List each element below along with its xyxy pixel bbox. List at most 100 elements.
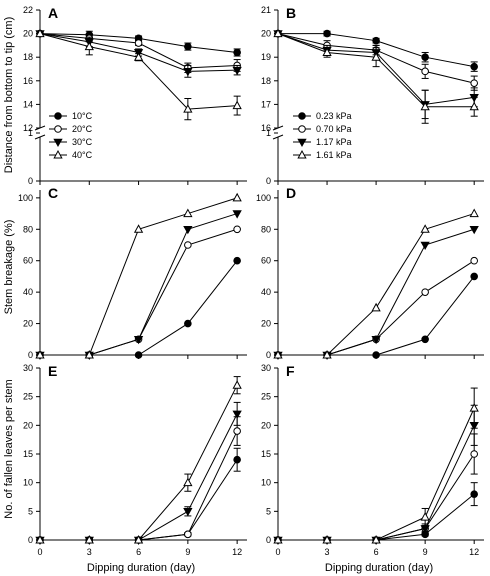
- data-point: [133, 52, 144, 61]
- y-tick-label: 60: [261, 256, 271, 266]
- y-tick-label: 16: [23, 76, 33, 86]
- data-point: [421, 288, 429, 296]
- series-d-1: [274, 272, 478, 359]
- panel-f: 0 5 10 15 20 25 30 0 3 6 9 12 F: [261, 363, 484, 557]
- y-tick-label: 1: [266, 128, 271, 138]
- data-point: [183, 477, 193, 487]
- y-tick-label: 0: [266, 176, 271, 186]
- row2-y-axis-label: Stem breakage (%): [3, 220, 15, 315]
- data-point: [371, 302, 381, 312]
- data-point: [84, 349, 94, 359]
- x-tick-label: 3: [325, 547, 330, 557]
- y-tick-label: 25: [261, 392, 271, 402]
- series-e-3: [35, 401, 242, 546]
- legend-marker: [298, 125, 306, 133]
- legend-label: 0.23 kPa: [316, 111, 352, 121]
- y-tick-label: 12: [23, 123, 33, 133]
- data-point: [84, 534, 94, 544]
- data-point: [232, 192, 242, 202]
- data-point: [233, 455, 241, 464]
- panel-c: 0 20 40 60 80 100 C: [18, 185, 247, 361]
- data-point: [322, 47, 332, 56]
- data-point: [421, 67, 429, 76]
- axis-break-mark: [272, 134, 284, 140]
- data-point: [183, 508, 193, 517]
- series-line: [278, 453, 475, 541]
- panel-label-e: E: [48, 363, 57, 379]
- series-f-4: [273, 387, 479, 544]
- y-tick-label: 25: [23, 392, 33, 402]
- data-point: [184, 319, 192, 328]
- legend-label: 30°C: [72, 137, 93, 147]
- data-point: [372, 36, 380, 45]
- data-point: [233, 225, 241, 234]
- y-tick-label: 14: [23, 99, 33, 109]
- series-line: [40, 430, 238, 541]
- legend-marker: [54, 125, 62, 133]
- panel-a: 0 112 14 16 18 20 22 A 10°C 20°C 30°C 40°C: [23, 5, 247, 186]
- series-line: [278, 493, 475, 541]
- data-point: [469, 101, 479, 111]
- data-point: [469, 403, 479, 412]
- y-tick-label: 15: [23, 449, 33, 459]
- panel-label-a: A: [48, 5, 58, 21]
- y-tick-label: 17: [261, 99, 271, 109]
- series-line: [278, 407, 475, 541]
- series-line: [278, 213, 475, 356]
- y-tick-label: 18: [23, 52, 33, 62]
- panel-label-d: D: [286, 185, 296, 201]
- data-point: [273, 349, 283, 359]
- data-point: [371, 52, 381, 61]
- legend-marker: [297, 138, 307, 148]
- y-tick-label: 18: [261, 76, 271, 86]
- legend-label: 40°C: [72, 150, 93, 160]
- data-point: [133, 224, 144, 233]
- legend-label: 1.17 kPa: [316, 137, 352, 147]
- data-point: [35, 349, 45, 359]
- y-tick-label: 0: [28, 176, 33, 186]
- series-f-1: [274, 482, 478, 544]
- data-point: [421, 335, 429, 344]
- series-line: [40, 197, 238, 356]
- data-point: [184, 530, 192, 539]
- y-tick-label: 20: [261, 420, 271, 430]
- series-e-1: [36, 447, 241, 544]
- y-tick-label: 10: [261, 478, 271, 488]
- data-point: [372, 351, 380, 359]
- series-b-4: [273, 28, 479, 124]
- y-tick-label: 5: [28, 506, 33, 516]
- y-tick-label: 20: [261, 319, 271, 329]
- y-tick-label: 100: [18, 193, 33, 203]
- y-tick-label: 1: [28, 128, 33, 138]
- data-point: [469, 208, 479, 218]
- y-tick-label: 20: [23, 420, 33, 430]
- panel-b: 0 116 17 18 19 20 21 B 0.23 kPa 0.70 kPa 1.17 kPa 1…: [261, 5, 484, 186]
- data-point: [371, 335, 381, 345]
- row1-y-axis-label: Distance from bottom to tip (cm): [3, 17, 15, 174]
- data-point: [323, 29, 331, 38]
- data-point: [322, 534, 332, 544]
- x-tick-label: 6: [136, 547, 141, 557]
- y-tick-label: 19: [261, 52, 271, 62]
- series-line: [40, 384, 238, 541]
- legend-a: 10°C 20°C 30°C 40°C: [49, 111, 93, 160]
- data-point: [35, 28, 45, 38]
- data-point: [273, 28, 283, 38]
- x-tick-label: 6: [374, 547, 379, 557]
- series-line: [40, 213, 238, 356]
- x-tick-label: 12: [232, 547, 242, 557]
- data-point: [232, 100, 242, 110]
- y-tick-label: 0: [266, 350, 271, 360]
- x-axis-label-right: Dipping duration (day): [325, 562, 433, 574]
- series-line: [277, 33, 475, 108]
- series-d-3: [273, 225, 479, 361]
- data-point: [232, 210, 242, 219]
- data-point: [420, 241, 430, 251]
- y-tick-label: 21: [261, 5, 271, 15]
- x-axis-label-left: Dipping duration (day): [87, 562, 195, 574]
- legend-label: 1.61 kPa: [316, 150, 352, 160]
- series-d-4: [273, 208, 479, 359]
- y-tick-label: 20: [23, 319, 33, 329]
- x-tick-label: 0: [37, 547, 42, 557]
